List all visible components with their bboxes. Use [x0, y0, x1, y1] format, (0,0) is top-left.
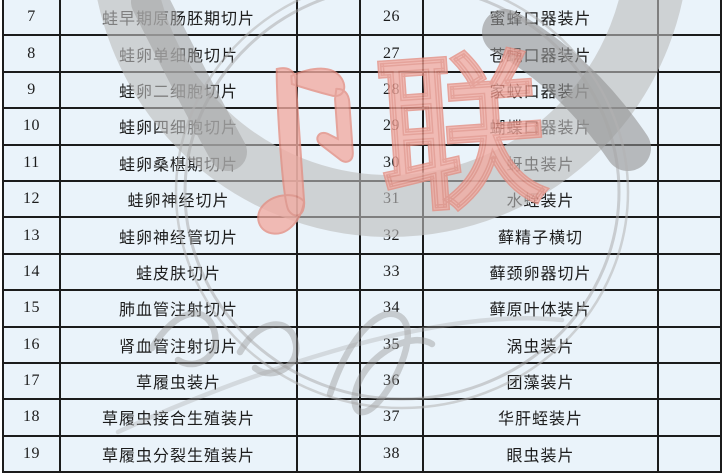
table-row: 10 蛙卵四细胞切片 29 蝴蝶口器装片: [2, 107, 722, 146]
blank-cell-left: [296, 70, 361, 110]
slide-name-cell-right: 团藻装片: [422, 361, 659, 401]
table-row: 9 蛙卵二细胞切片 28 家蚊口器装片: [2, 70, 722, 110]
slide-name-cell-right: 蜜蜂口器装片: [422, 0, 659, 37]
slide-name-cell-right: 蚜虫装片: [422, 143, 659, 182]
slide-name-cell-right: 藓精子横切: [422, 216, 659, 255]
blank-cell-right: [657, 361, 722, 401]
slide-name-cell-left: 蛙卵四细胞切片: [59, 107, 298, 146]
row-number-cell-right: 27: [359, 34, 424, 73]
row-number-cell-left: 14: [2, 252, 61, 292]
blank-cell-left: [296, 216, 361, 255]
blank-cell-left: [296, 179, 361, 219]
row-number-cell-right: 29: [359, 107, 424, 146]
table-row: 7 蛙早期原肠胚期切片 26 蜜蜂口器装片: [2, 0, 722, 37]
blank-cell-left: [296, 0, 361, 37]
blank-cell-left: [296, 361, 361, 401]
blank-cell-right: [657, 107, 722, 146]
table-row: 8 蛙卵单细胞切片 27 苍蝇口器装片: [2, 34, 722, 73]
slide-name-cell-left: 草履虫装片: [59, 361, 298, 401]
table-row: 19 草履虫分裂生殖装片 38 眼虫装片: [2, 434, 722, 474]
table-row: 17 草履虫装片 36 团藻装片: [2, 361, 722, 401]
table-row: 15 肺血管注射切片 34 藓原叶体装片: [2, 289, 722, 328]
blank-cell-left: [296, 107, 361, 146]
row-number-cell-right: 35: [359, 325, 424, 364]
slide-name-cell-left: 蛙卵桑椹期切片: [59, 143, 298, 182]
row-number-cell-left: 11: [2, 143, 61, 182]
row-number-cell-right: 34: [359, 289, 424, 328]
row-number-cell-left: 13: [2, 216, 61, 255]
table-row: 16 肾血管注射切片 35 涡虫装片: [2, 325, 722, 364]
blank-cell-right: [657, 216, 722, 255]
slide-name-cell-right: 华肝蛭装片: [422, 398, 659, 437]
slide-name-cell-right: 眼虫装片: [422, 434, 659, 474]
blank-cell-left: [296, 289, 361, 328]
row-number-cell-right: 33: [359, 252, 424, 292]
row-number-cell-left: 18: [2, 398, 61, 437]
slide-name-cell-left: 肾血管注射切片: [59, 325, 298, 364]
row-number-cell-right: 31: [359, 179, 424, 219]
slide-name-cell-left: 草履虫接合生殖装片: [59, 398, 298, 437]
table-row: 13 蛙卵神经管切片 32 藓精子横切: [2, 216, 722, 255]
row-number-cell-right: 36: [359, 361, 424, 401]
row-number-cell-right: 28: [359, 70, 424, 110]
row-number-cell-left: 19: [2, 434, 61, 474]
blank-cell-right: [657, 434, 722, 474]
row-number-cell-left: 8: [2, 34, 61, 73]
row-number-cell-left: 7: [2, 0, 61, 37]
table-row: 14 蛙皮肤切片 33 藓颈卵器切片: [2, 252, 722, 292]
blank-cell-left: [296, 252, 361, 292]
blank-cell-right: [657, 325, 722, 364]
blank-cell-left: [296, 143, 361, 182]
slide-name-cell-left: 肺血管注射切片: [59, 289, 298, 328]
slide-name-cell-left: 蛙卵神经切片: [59, 179, 298, 219]
table-row: 12 蛙卵神经切片 31 水蛭装片: [2, 179, 722, 219]
slide-name-cell-left: 蛙卵神经管切片: [59, 216, 298, 255]
row-number-cell-right: 32: [359, 216, 424, 255]
blank-cell-right: [657, 34, 722, 73]
row-number-cell-left: 9: [2, 70, 61, 110]
slide-name-cell-right: 家蚊口器装片: [422, 70, 659, 110]
blank-cell-right: [657, 0, 722, 37]
blank-cell-right: [657, 289, 722, 328]
slide-name-cell-right: 藓颈卵器切片: [422, 252, 659, 292]
blank-cell-left: [296, 325, 361, 364]
blank-cell-right: [657, 252, 722, 292]
slide-name-cell-left: 蛙皮肤切片: [59, 252, 298, 292]
row-number-cell-right: 37: [359, 398, 424, 437]
row-number-cell-left: 16: [2, 325, 61, 364]
blank-cell-left: [296, 398, 361, 437]
slide-name-cell-left: 草履虫分裂生殖装片: [59, 434, 298, 474]
slide-name-cell-right: 蝴蝶口器装片: [422, 107, 659, 146]
slide-name-cell-right: 涡虫装片: [422, 325, 659, 364]
blank-cell-right: [657, 398, 722, 437]
row-number-cell-right: 26: [359, 0, 424, 37]
row-number-cell-left: 10: [2, 107, 61, 146]
slide-name-cell-left: 蛙卵二细胞切片: [59, 70, 298, 110]
row-number-cell-right: 30: [359, 143, 424, 182]
blank-cell-left: [296, 434, 361, 474]
slide-name-cell-left: 蛙卵单细胞切片: [59, 34, 298, 73]
blank-cell-right: [657, 70, 722, 110]
row-number-cell-right: 38: [359, 434, 424, 474]
blank-cell-right: [657, 179, 722, 219]
slide-name-cell-right: 水蛭装片: [422, 179, 659, 219]
row-number-cell-left: 15: [2, 289, 61, 328]
blank-cell-left: [296, 34, 361, 73]
table-row: 11 蛙卵桑椹期切片 30 蚜虫装片: [2, 143, 722, 182]
slide-name-cell-right: 藓原叶体装片: [422, 289, 659, 328]
row-number-cell-left: 12: [2, 179, 61, 219]
table-row: 18 草履虫接合生殖装片 37 华肝蛭装片: [2, 398, 722, 437]
slide-name-cell-left: 蛙早期原肠胚期切片: [59, 0, 298, 37]
blank-cell-right: [657, 143, 722, 182]
slide-name-cell-right: 苍蝇口器装片: [422, 34, 659, 73]
row-number-cell-left: 17: [2, 361, 61, 401]
